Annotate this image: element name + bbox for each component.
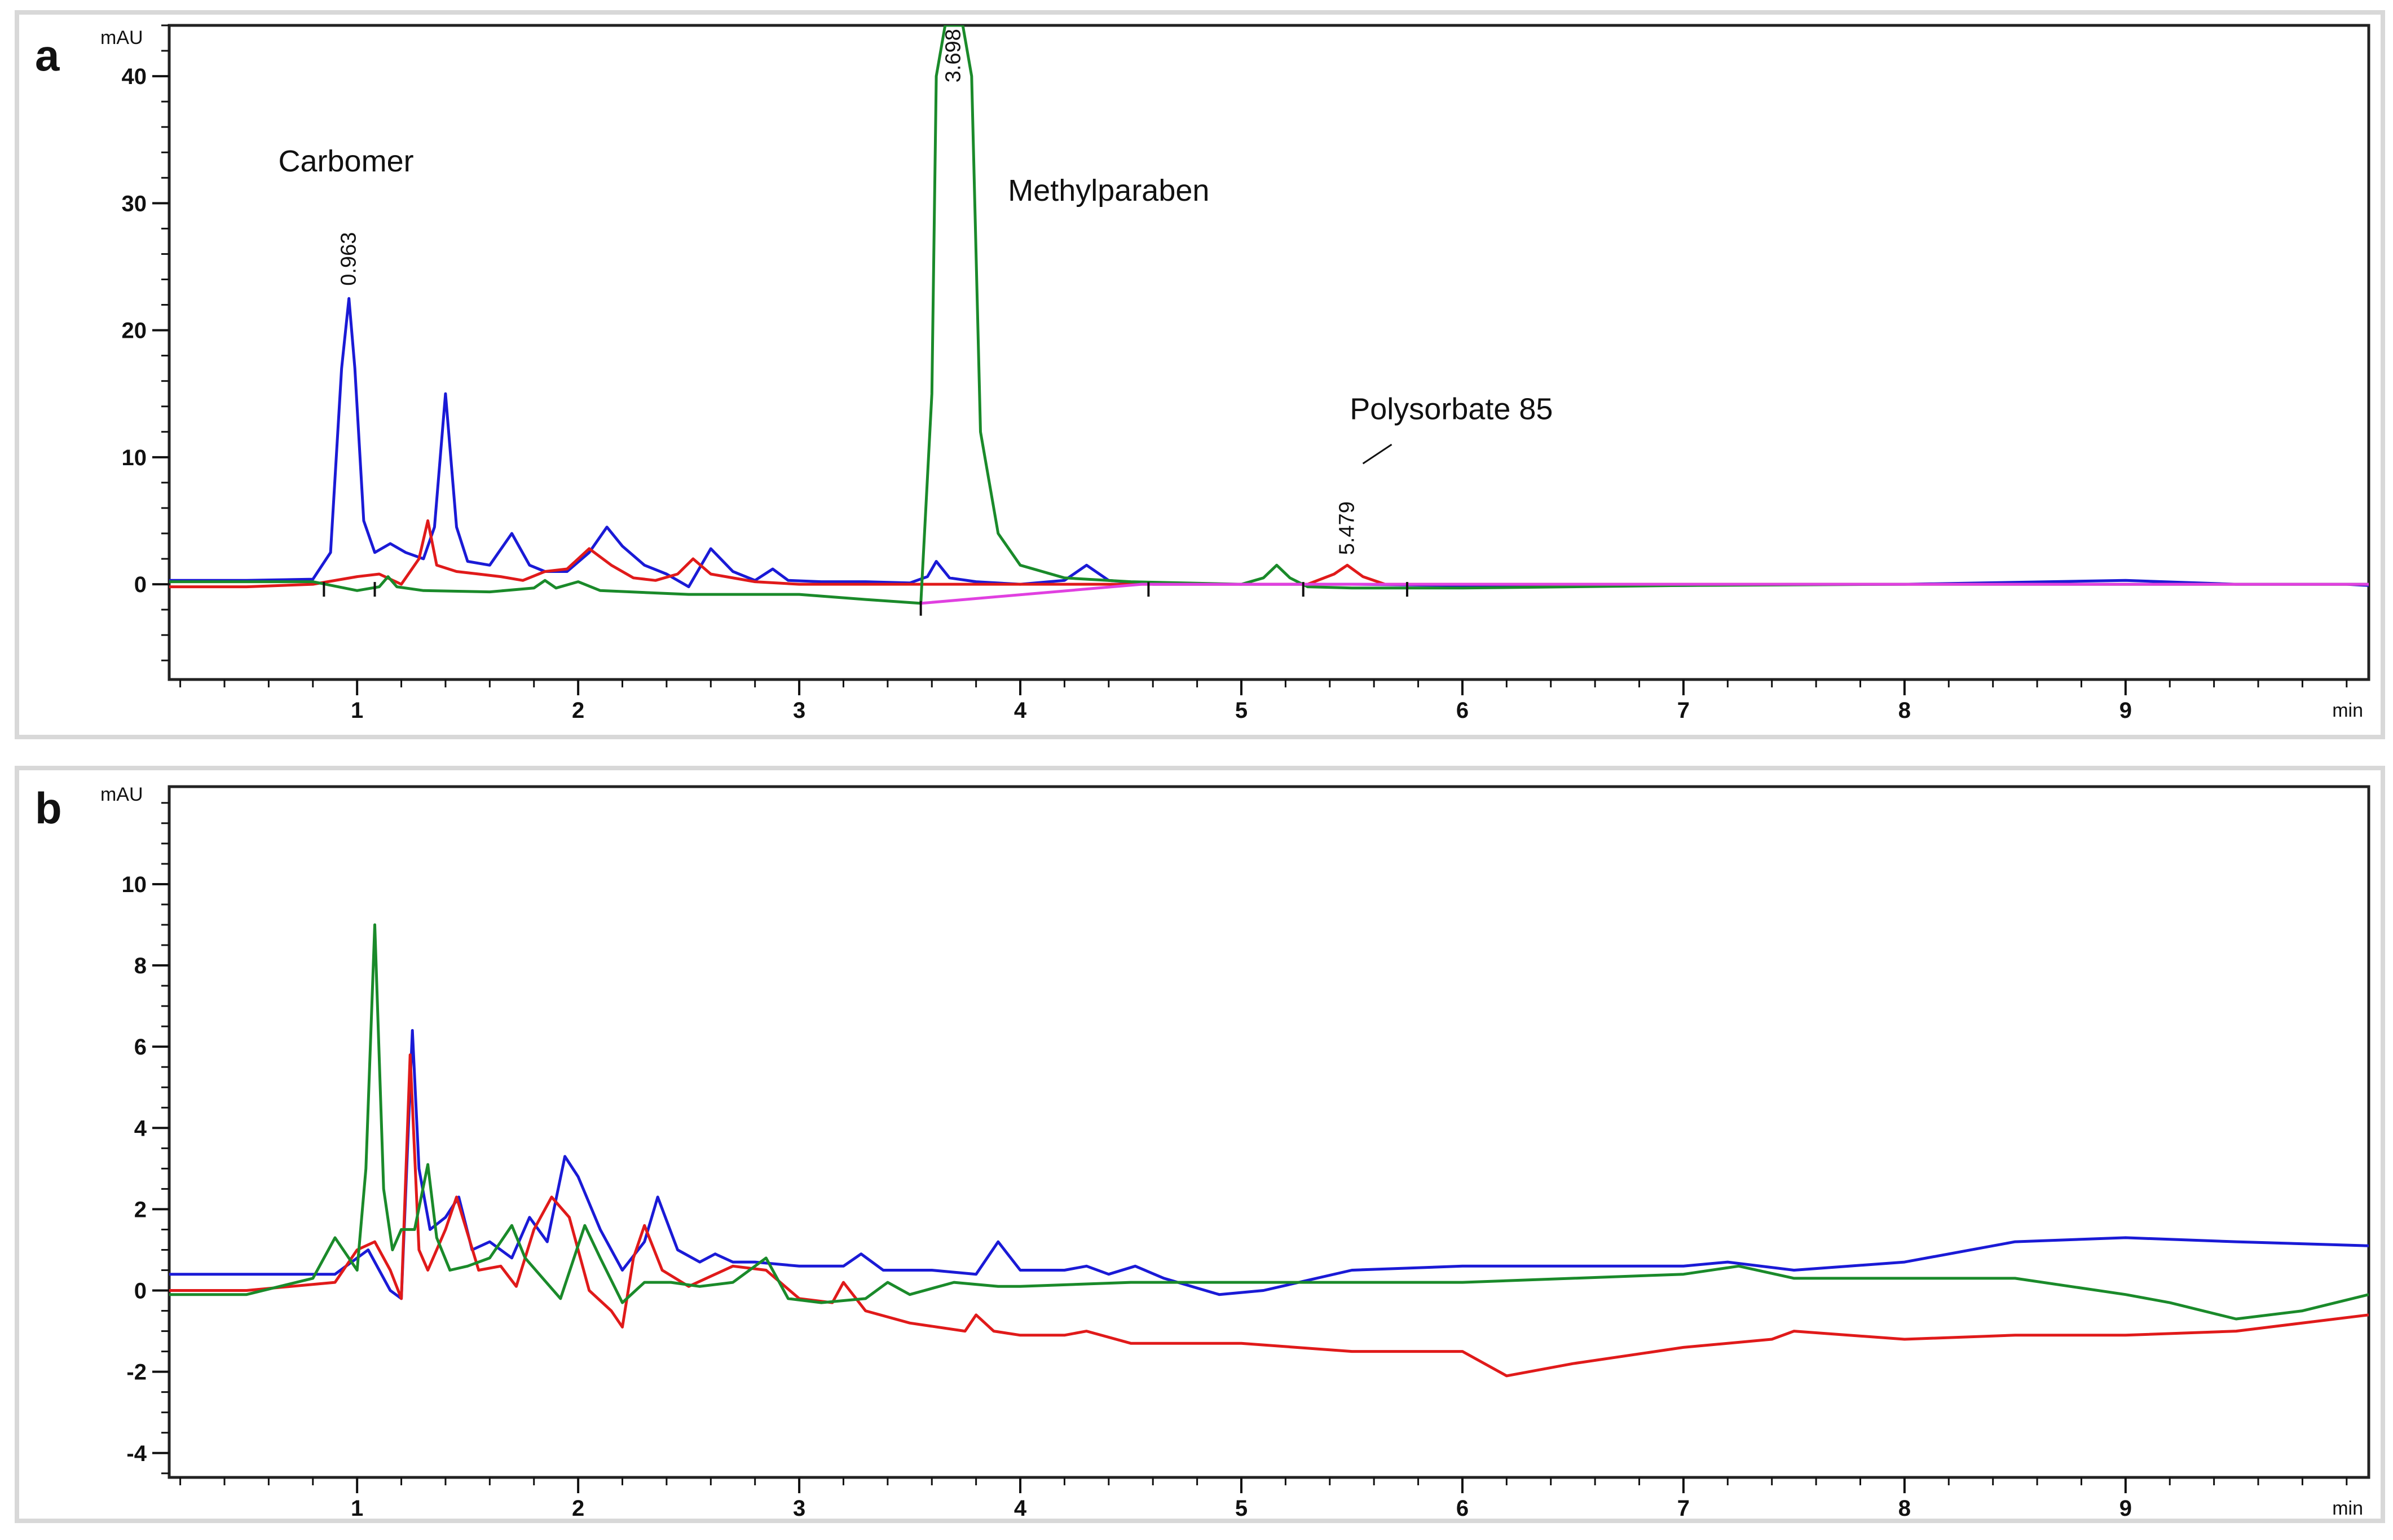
panel-letter: a bbox=[35, 30, 60, 80]
y-tick-label: 8 bbox=[134, 954, 147, 978]
y-axis-unit: mAU bbox=[100, 784, 143, 805]
y-tick-label: 10 bbox=[122, 445, 147, 470]
annotation-label: Polysorbate 85 bbox=[1350, 392, 1553, 426]
y-tick-label: 0 bbox=[134, 572, 147, 597]
x-tick-label: 7 bbox=[1677, 1496, 1690, 1521]
y-tick-label: 6 bbox=[134, 1035, 147, 1060]
peak-retention-label: 5.479 bbox=[1336, 501, 1359, 555]
x-tick-label: 7 bbox=[1677, 698, 1690, 723]
y-tick-label: 30 bbox=[122, 191, 147, 216]
x-tick-label: 8 bbox=[1898, 1496, 1911, 1521]
x-tick-label: 2 bbox=[572, 1496, 584, 1521]
plot-area bbox=[168, 785, 2370, 1479]
peak-retention-label: 3.698 bbox=[942, 29, 966, 82]
series-line-2 bbox=[169, 923, 2369, 1321]
x-tick-label: 6 bbox=[1456, 1496, 1469, 1521]
x-tick-label: 6 bbox=[1456, 698, 1469, 723]
series-line-0 bbox=[169, 1029, 2369, 1300]
x-tick-label: 9 bbox=[2119, 698, 2132, 723]
x-tick-label: 4 bbox=[1014, 1496, 1027, 1521]
panel-letter: b bbox=[35, 783, 62, 833]
series-line-1 bbox=[169, 519, 2369, 589]
x-tick-label: 1 bbox=[351, 1496, 363, 1521]
annotation-label: Methylparaben bbox=[1008, 174, 1209, 208]
x-tick-label: 2 bbox=[572, 698, 584, 723]
x-tick-label: 3 bbox=[793, 698, 805, 723]
traces bbox=[169, 25, 2369, 605]
y-tick-label: 4 bbox=[134, 1116, 147, 1141]
traces bbox=[169, 923, 2369, 1378]
x-tick-label: 4 bbox=[1014, 698, 1027, 723]
panel-a: a mAU 0 10 20 30 40 1 2 3 4 5 6 7 8 9 min Carbomer Methylp… bbox=[15, 10, 2385, 739]
series-line-2 bbox=[169, 25, 2369, 605]
y-axis-unit: mAU bbox=[100, 27, 143, 48]
x-axis-unit: min bbox=[2332, 1498, 2363, 1519]
plot-area bbox=[168, 24, 2370, 681]
y-tick-label: 20 bbox=[122, 319, 147, 343]
x-tick-label: 3 bbox=[793, 1496, 805, 1521]
y-tick-label: 0 bbox=[134, 1279, 147, 1304]
x-tick-label: 1 bbox=[351, 698, 363, 723]
annotation-label: Carbomer bbox=[279, 144, 414, 178]
y-tick-label: 10 bbox=[122, 872, 147, 897]
y-tick-label: -2 bbox=[126, 1360, 147, 1385]
x-tick-label: 5 bbox=[1235, 1496, 1248, 1521]
series-line-1 bbox=[169, 1053, 2369, 1378]
y-tick-label: -4 bbox=[126, 1441, 147, 1466]
x-tick-label: 8 bbox=[1898, 698, 1911, 723]
y-tick-label: 2 bbox=[134, 1197, 147, 1222]
peak-retention-label: 0.963 bbox=[337, 232, 361, 286]
y-tick-label: 40 bbox=[122, 64, 147, 89]
x-axis-unit: min bbox=[2332, 700, 2363, 721]
annotation-leader bbox=[1362, 444, 1392, 465]
x-tick-label: 5 bbox=[1235, 698, 1248, 723]
x-tick-label: 9 bbox=[2119, 1496, 2132, 1521]
series-line-3 bbox=[920, 583, 2369, 605]
